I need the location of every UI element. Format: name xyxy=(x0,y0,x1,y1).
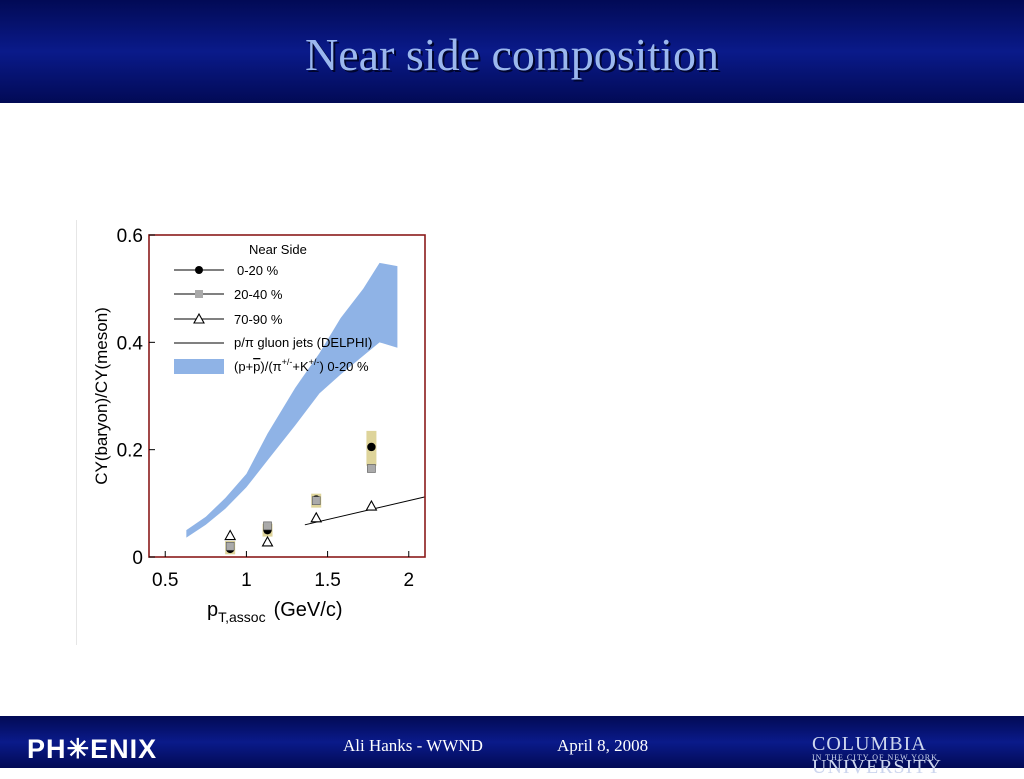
point-20-40 xyxy=(263,521,272,531)
legend-marker-20-40 xyxy=(195,290,203,298)
point-0-20 xyxy=(367,442,376,452)
title-bar xyxy=(0,0,1024,103)
y-axis-label: CY(baryon)/CY(meson) xyxy=(92,307,111,485)
point-20-40 xyxy=(225,541,235,551)
delphi-line xyxy=(304,496,426,526)
footer-author: Ali Hanks - WWND xyxy=(343,736,483,755)
columbia-logo-sub: IN THE CITY OF NEW YORK xyxy=(812,753,938,762)
legend-marker-band xyxy=(174,359,224,374)
point-70-90 xyxy=(310,511,323,523)
legend-title: Near Side xyxy=(249,242,307,257)
x-tick-label: 2 xyxy=(403,570,414,591)
chart-panel: 0.5 1 1.5 2 0 0.2 0.4 0.6 Near Side 0-20 % 20-4… xyxy=(76,220,445,645)
legend-label-delphi: p/π gluon jets (DELPHI) xyxy=(234,335,372,350)
legend-label-band: (p+p)/(π+/-+K+/-) 0-20 % xyxy=(234,357,369,374)
y-tick-label: 0 xyxy=(132,548,143,569)
point-70-90 xyxy=(224,529,237,541)
point-70-90 xyxy=(261,535,274,547)
point-20-40 xyxy=(311,496,321,505)
phenix-logo: PH✳ENIX xyxy=(27,734,158,764)
y-tick-label: 0.6 xyxy=(117,226,143,247)
x-tick-label: 1.5 xyxy=(314,570,340,591)
legend-marker-0-20 xyxy=(195,266,203,274)
x-tick-label: 0.5 xyxy=(152,570,178,591)
point-70-90 xyxy=(365,499,378,511)
x-tick-label: 1 xyxy=(241,570,252,591)
legend-marker-70-90 xyxy=(193,312,205,324)
footer-bar xyxy=(0,716,1024,768)
footer-date: April 8, 2008 xyxy=(557,736,649,755)
band-ratio-area xyxy=(186,262,398,538)
point-20-40 xyxy=(367,464,376,473)
plot-frame xyxy=(148,234,426,558)
legend-label-70-90: 70-90 % xyxy=(234,312,283,327)
y-tick-label: 0.4 xyxy=(117,333,144,354)
y-tick-label: 0.2 xyxy=(117,441,143,462)
legend-label-20-40: 20-40 % xyxy=(234,287,283,302)
legend: Near Side 0-20 % 20-40 % 70-90 % p/π glu… xyxy=(174,242,372,374)
slide-title: Near side composition xyxy=(305,29,719,80)
legend-label-0-20: 0-20 % xyxy=(237,263,279,278)
chart: 0.5 1 1.5 2 0 0.2 0.4 0.6 Near Side 0-20 % 20-4… xyxy=(92,226,426,625)
x-axis-label: pT,assoc (GeV/c) xyxy=(207,599,343,625)
